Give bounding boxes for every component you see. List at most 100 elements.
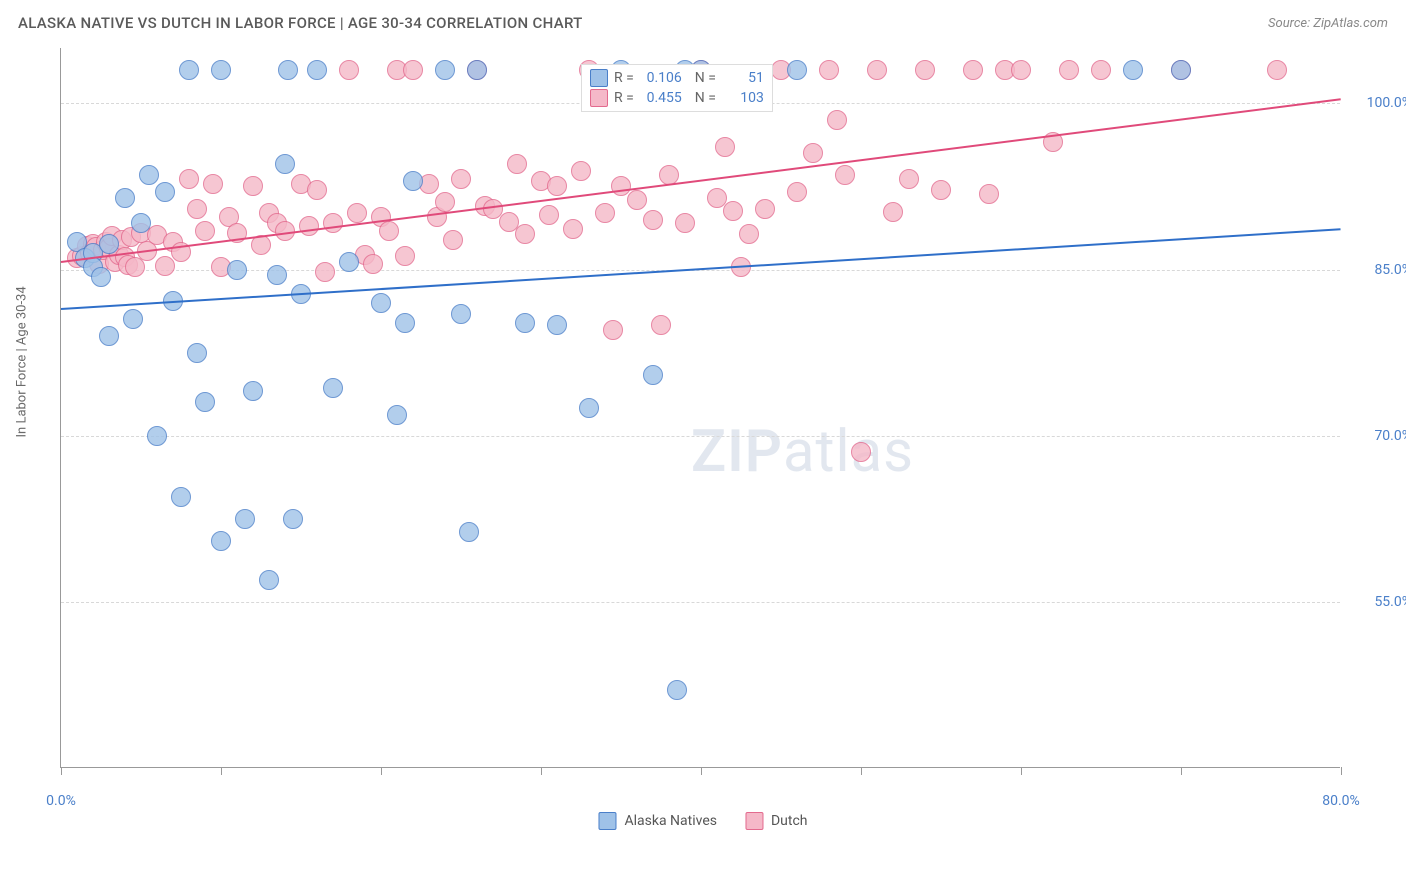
data-point-alaska xyxy=(787,60,807,80)
data-point-dutch xyxy=(203,174,223,194)
data-point-dutch xyxy=(595,203,615,223)
y-tick-label: 100.0% xyxy=(1367,95,1406,111)
data-point-dutch xyxy=(827,110,847,130)
data-point-dutch xyxy=(299,216,319,236)
data-point-alaska xyxy=(547,315,567,335)
data-point-alaska xyxy=(211,531,231,551)
stat-n-value-alaska: 51 xyxy=(722,70,764,86)
data-point-dutch xyxy=(187,199,207,219)
x-tick-label: 80.0% xyxy=(1322,793,1360,809)
data-point-dutch xyxy=(539,205,559,225)
data-point-dutch xyxy=(315,262,335,282)
data-point-alaska xyxy=(235,509,255,529)
stats-swatch-dutch xyxy=(590,89,608,107)
stat-r-label: R = xyxy=(614,90,634,106)
legend-item-alaska: Alaska Natives xyxy=(598,812,717,830)
data-point-dutch xyxy=(243,176,263,196)
data-point-dutch xyxy=(155,256,175,276)
watermark: ZIPatlas xyxy=(691,418,914,486)
stats-row-alaska: R =0.106 N =51 xyxy=(590,69,764,87)
scatter-chart: ZIPatlas 55.0%70.0%85.0%100.0%0.0%80.0%R… xyxy=(60,48,1340,768)
data-point-dutch xyxy=(883,202,903,222)
data-point-alaska xyxy=(91,267,111,287)
data-point-dutch xyxy=(803,143,823,163)
data-point-dutch xyxy=(723,201,743,221)
data-point-dutch xyxy=(643,210,663,230)
x-tick-label: 0.0% xyxy=(46,793,76,809)
data-point-alaska xyxy=(451,304,471,324)
data-point-dutch xyxy=(915,60,935,80)
stats-box: R =0.106 N =51 R = 0.455 N = 103 xyxy=(581,64,773,112)
data-point-dutch xyxy=(547,176,567,196)
data-point-dutch xyxy=(395,246,415,266)
x-tick xyxy=(541,767,542,775)
stats-swatch-alaska xyxy=(590,69,608,87)
y-tick-label: 55.0% xyxy=(1374,594,1406,610)
stat-n-label: N = xyxy=(688,90,716,106)
data-point-dutch xyxy=(435,192,455,212)
data-point-alaska xyxy=(115,188,135,208)
data-point-dutch xyxy=(1091,60,1111,80)
data-point-dutch xyxy=(931,180,951,200)
y-tick-label: 70.0% xyxy=(1374,428,1406,444)
legend-item-dutch: Dutch xyxy=(745,812,808,830)
legend-label-dutch: Dutch xyxy=(771,813,808,829)
data-point-dutch xyxy=(819,60,839,80)
data-point-alaska xyxy=(515,313,535,333)
legend: Alaska Natives Dutch xyxy=(598,812,807,830)
data-point-dutch xyxy=(339,60,359,80)
data-point-alaska xyxy=(435,60,455,80)
x-tick xyxy=(221,767,222,775)
source-attribution: Source: ZipAtlas.com xyxy=(1268,16,1388,31)
data-point-alaska xyxy=(339,252,359,272)
data-point-alaska xyxy=(371,293,391,313)
data-point-dutch xyxy=(867,60,887,80)
stat-n-value-dutch: 103 xyxy=(722,90,764,106)
gridline xyxy=(61,436,1340,437)
x-tick xyxy=(861,767,862,775)
data-point-dutch xyxy=(1267,60,1287,80)
data-point-dutch xyxy=(379,221,399,241)
data-point-dutch xyxy=(627,190,647,210)
x-tick xyxy=(1341,767,1342,775)
stat-r-value-alaska: 0.106 xyxy=(640,70,682,86)
data-point-alaska xyxy=(395,313,415,333)
data-point-alaska xyxy=(243,381,263,401)
data-point-dutch xyxy=(651,315,671,335)
data-point-alaska xyxy=(139,165,159,185)
gridline xyxy=(61,602,1340,603)
data-point-dutch xyxy=(515,224,535,244)
data-point-alaska xyxy=(227,260,247,280)
data-point-alaska xyxy=(99,234,119,254)
data-point-dutch xyxy=(195,221,215,241)
data-point-alaska xyxy=(643,365,663,385)
data-point-alaska xyxy=(187,343,207,363)
data-point-alaska xyxy=(155,182,175,202)
data-point-dutch xyxy=(571,161,591,181)
data-point-alaska xyxy=(467,60,487,80)
data-point-dutch xyxy=(451,169,471,189)
data-point-alaska xyxy=(459,522,479,542)
data-point-alaska xyxy=(147,426,167,446)
data-point-alaska xyxy=(99,326,119,346)
data-point-alaska xyxy=(179,60,199,80)
data-point-dutch xyxy=(307,180,327,200)
data-point-alaska xyxy=(1171,60,1191,80)
data-point-alaska xyxy=(283,509,303,529)
data-point-alaska xyxy=(171,487,191,507)
watermark-atlas: atlas xyxy=(783,418,914,486)
x-tick xyxy=(381,767,382,775)
data-point-alaska xyxy=(278,60,298,80)
data-point-alaska xyxy=(259,570,279,590)
data-point-dutch xyxy=(675,213,695,233)
data-point-alaska xyxy=(403,171,423,191)
stat-r-value-dutch: 0.455 xyxy=(640,90,682,106)
data-point-dutch xyxy=(507,154,527,174)
data-point-dutch xyxy=(125,257,145,277)
data-point-alaska xyxy=(323,378,343,398)
legend-label-alaska: Alaska Natives xyxy=(624,813,717,829)
data-point-dutch xyxy=(755,199,775,219)
y-axis-label: In Labor Force | Age 30-34 xyxy=(15,286,30,437)
y-tick-label: 85.0% xyxy=(1374,262,1406,278)
data-point-dutch xyxy=(1059,60,1079,80)
